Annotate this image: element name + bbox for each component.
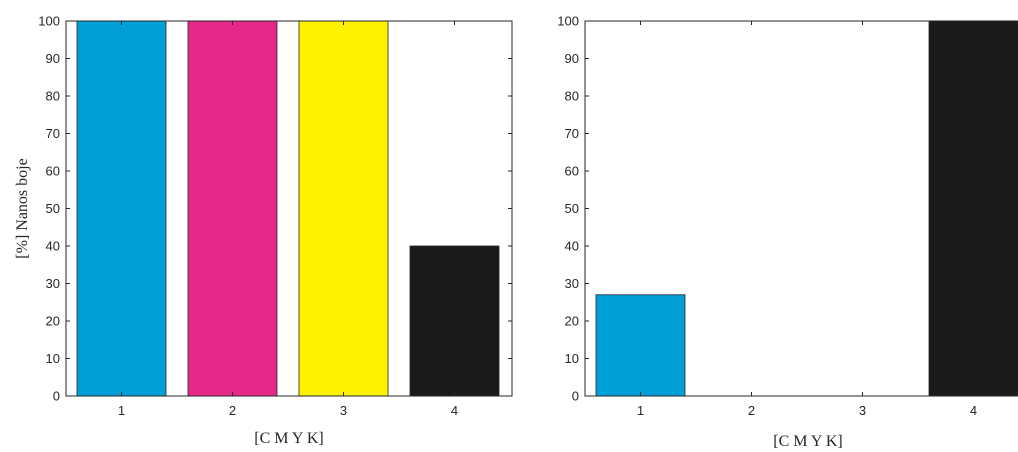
y-tick-label: 70 bbox=[46, 126, 60, 141]
y-tick-label: 40 bbox=[565, 239, 579, 254]
y-tick-label: 50 bbox=[565, 201, 579, 216]
x-ticks: 1 2 3 4 bbox=[637, 21, 977, 418]
bar-1 bbox=[595, 294, 686, 397]
plot-frame bbox=[65, 20, 513, 397]
y-tick-label: 10 bbox=[46, 351, 60, 366]
x-tick-label: 1 bbox=[118, 403, 125, 418]
y-tick-label: 70 bbox=[565, 126, 579, 141]
y-tick-label: 10 bbox=[565, 351, 579, 366]
y-tick-label: 30 bbox=[46, 276, 60, 291]
y-tick-label: 0 bbox=[572, 389, 579, 404]
bars bbox=[76, 20, 500, 397]
x-tick-label: 3 bbox=[340, 403, 347, 418]
y-tick-label: 100 bbox=[38, 14, 60, 29]
bars bbox=[595, 20, 1018, 397]
y-tick-label: 80 bbox=[565, 89, 579, 104]
bar-2 bbox=[187, 20, 278, 397]
x-tick-label: 4 bbox=[451, 403, 458, 418]
y-tick-label: 100 bbox=[557, 14, 579, 29]
y-tick-label: 40 bbox=[46, 239, 60, 254]
plot-frame bbox=[584, 20, 1018, 397]
x-axis-label: [C M Y K] bbox=[773, 433, 842, 450]
y-tick-label: 20 bbox=[565, 314, 579, 329]
y-tick-label: 0 bbox=[53, 389, 60, 404]
y-tick-label: 60 bbox=[46, 164, 60, 179]
x-tick-label: 3 bbox=[859, 403, 866, 418]
bar-4 bbox=[928, 20, 1018, 397]
y-ticks: 0 10 20 30 40 50 60 70 80 90 100 bbox=[38, 14, 512, 404]
y-tick-label: 90 bbox=[46, 51, 60, 66]
chart-left: 0 10 20 30 40 50 60 70 80 90 100 1 2 3 4 [C M Y K] [%… bbox=[14, 14, 513, 447]
y-tick-label: 60 bbox=[565, 164, 579, 179]
y-axis-label: [%] Nanos boje bbox=[14, 158, 31, 258]
x-axis-label: [C M Y K] bbox=[254, 430, 323, 447]
y-tick-label: 50 bbox=[46, 201, 60, 216]
y-tick-label: 90 bbox=[565, 51, 579, 66]
bar-4 bbox=[409, 245, 500, 397]
x-ticks: 1 2 3 4 bbox=[118, 21, 458, 418]
x-tick-label: 1 bbox=[637, 403, 644, 418]
bar-3 bbox=[298, 20, 389, 397]
bar-1 bbox=[76, 20, 167, 397]
x-tick-label: 2 bbox=[229, 403, 236, 418]
x-tick-label: 4 bbox=[970, 403, 977, 418]
y-tick-label: 80 bbox=[46, 89, 60, 104]
y-tick-label: 30 bbox=[565, 276, 579, 291]
chart-right: 0 10 20 30 40 50 60 70 80 90 100 1 2 3 4 [C M Y K] bbox=[557, 14, 1018, 450]
y-tick-label: 20 bbox=[46, 314, 60, 329]
y-ticks: 0 10 20 30 40 50 60 70 80 90 100 bbox=[557, 14, 589, 404]
x-tick-label: 2 bbox=[748, 403, 755, 418]
